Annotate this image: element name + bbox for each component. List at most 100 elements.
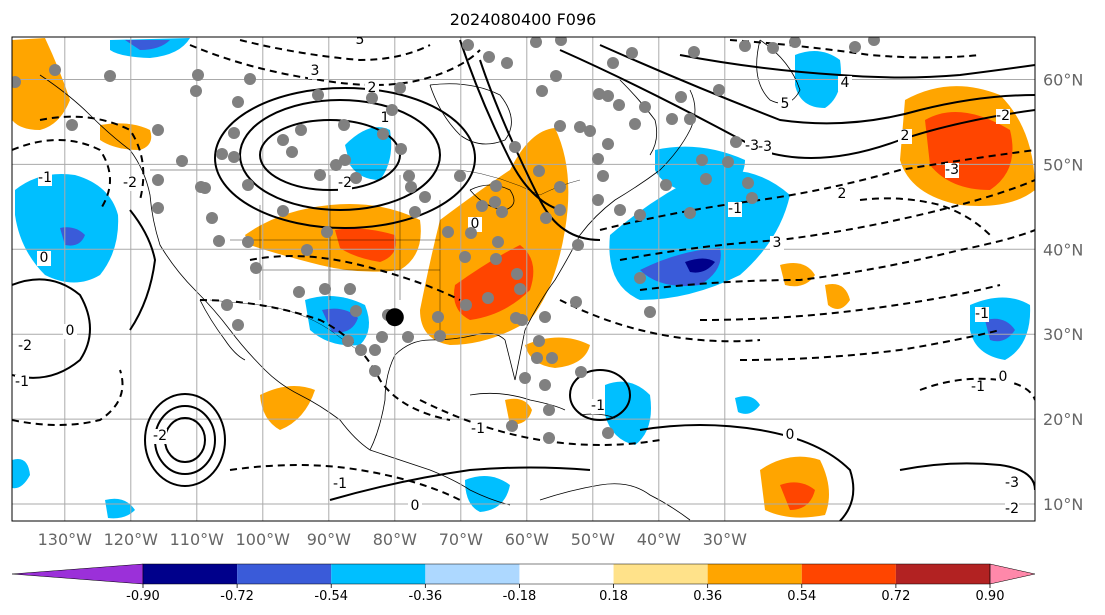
station-dot xyxy=(293,286,305,298)
shade-neg-epac-south xyxy=(465,476,510,512)
station-dot xyxy=(533,335,545,347)
station-dot xyxy=(314,169,326,181)
station-dot xyxy=(660,179,672,191)
station-dot xyxy=(539,311,551,323)
station-dot xyxy=(152,202,164,214)
colorbar-tick-label: 0.36 xyxy=(693,589,722,604)
station-dot xyxy=(321,226,333,238)
shade-neg-alaska-core xyxy=(125,40,170,50)
station-dot xyxy=(277,134,289,146)
station-dot xyxy=(221,299,233,311)
station-dot xyxy=(295,124,307,136)
station-dot xyxy=(482,292,494,304)
contour-label-bg xyxy=(353,37,367,48)
contour-neg-11 xyxy=(739,329,1001,361)
contour-low-canada-2 xyxy=(239,99,441,211)
shade-pos-bc xyxy=(100,123,152,150)
station-dot xyxy=(369,344,381,356)
contour-label-bg xyxy=(365,81,379,96)
station-dot xyxy=(465,227,477,239)
contour-label: 2 xyxy=(901,128,910,144)
station-dot xyxy=(152,124,164,136)
station-dot xyxy=(242,236,254,248)
contour-label-bg xyxy=(783,428,797,443)
colorbar-tick-label: 0.90 xyxy=(976,589,1005,604)
station-dot xyxy=(629,118,641,130)
contour-jet-1 xyxy=(559,49,1035,159)
colorbar-segment xyxy=(801,564,896,584)
contour-low-canada-3 xyxy=(214,87,476,229)
contour-label-bg xyxy=(745,139,759,154)
lat-tick-label: 60°N xyxy=(1043,70,1083,89)
station-dot xyxy=(546,352,558,364)
contour-neg-2 xyxy=(39,115,145,201)
border-states-1 xyxy=(259,175,441,330)
lon-tick-label: 90°W xyxy=(307,530,351,549)
coast-labrador xyxy=(619,79,658,156)
station-dot xyxy=(403,170,415,182)
contour-label: -1 xyxy=(591,398,605,414)
contour-label: 1 xyxy=(381,110,390,126)
contour-label-bg xyxy=(123,176,137,191)
lon-tick-label: 30°W xyxy=(703,530,747,549)
station-dot xyxy=(789,37,801,48)
station-dot xyxy=(540,212,552,224)
station-dot xyxy=(533,165,545,177)
contour-label: -3 xyxy=(745,138,759,154)
contour-label: -1 xyxy=(38,170,52,186)
station-dot xyxy=(722,156,734,168)
contour-label: 0 xyxy=(471,216,480,232)
station-dot xyxy=(602,138,614,150)
station-dot xyxy=(462,39,474,51)
station-dot xyxy=(597,170,609,182)
station-dot xyxy=(554,204,566,216)
contour-label-bg xyxy=(338,176,352,191)
station-dot xyxy=(593,88,605,100)
colorbar-tick-label: 0.18 xyxy=(599,589,628,604)
contours xyxy=(12,39,1035,521)
station-dot xyxy=(767,42,779,54)
longitude-ticks: 130°W 120°W 110°W 100°W 90°W 80°W 70°W 60°W 50°W… xyxy=(38,530,747,549)
contour-jet-4 xyxy=(479,59,601,241)
station-dot xyxy=(228,127,240,139)
shade-neg-canada xyxy=(345,127,392,180)
colorbar-segment xyxy=(895,564,990,584)
map-title: 2024080400 F096 xyxy=(450,10,597,29)
station-dot xyxy=(66,119,78,131)
station-dot xyxy=(592,153,604,165)
map-frame xyxy=(11,36,1036,522)
shade-neg-atl-small xyxy=(735,396,760,414)
shade-neg-atlantic-deep xyxy=(685,258,715,273)
contour-label-bg xyxy=(838,76,852,91)
contour-label: 0 xyxy=(66,323,75,339)
coast-cuba xyxy=(469,392,566,411)
contour-neg-7 xyxy=(599,149,1035,231)
station-dot xyxy=(339,154,351,166)
station-dot xyxy=(742,177,754,189)
shade-pos-cuba xyxy=(505,398,532,425)
contour-caribbean-low xyxy=(569,369,631,421)
shade-pos-trop-atl-core xyxy=(780,482,815,510)
contour-label: -2 xyxy=(338,175,352,191)
station-dot xyxy=(613,99,625,111)
station-dot xyxy=(531,352,543,364)
station-dot xyxy=(536,85,548,97)
contour-label-bg xyxy=(63,324,77,339)
station-dot xyxy=(592,194,604,206)
station-dot xyxy=(442,226,454,238)
contour-label-bg xyxy=(15,375,29,390)
contour-label: -1 xyxy=(471,421,485,437)
border-states-2 xyxy=(230,239,440,271)
station-dot xyxy=(644,306,656,318)
colorbar-segment xyxy=(331,564,426,584)
colorbar-segment xyxy=(613,564,708,584)
station-dot xyxy=(501,57,513,69)
contour-label: -2 xyxy=(1005,501,1019,517)
contour-neg-13 xyxy=(419,399,661,446)
lat-tick-label: 20°N xyxy=(1043,410,1083,429)
contour-label-bg xyxy=(37,251,51,266)
station-dot xyxy=(152,174,164,186)
contour-neg-14 xyxy=(12,369,124,426)
